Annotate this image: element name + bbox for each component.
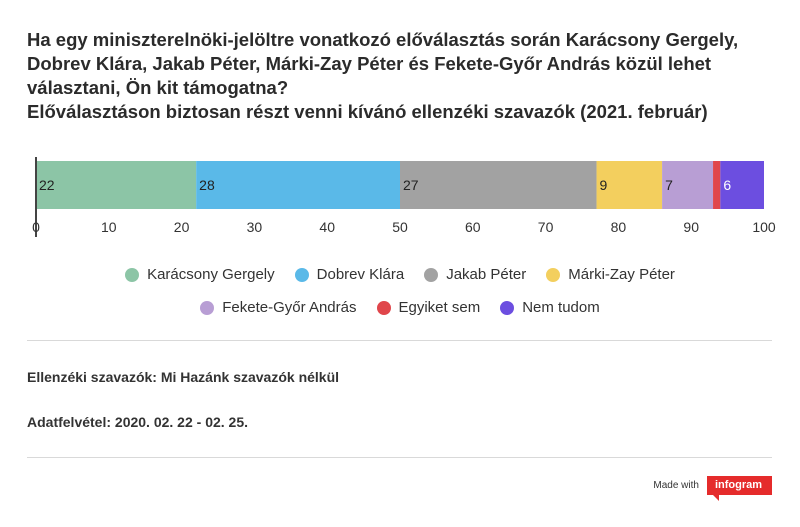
x-tick-label: 100 [752, 219, 776, 235]
x-tick-label: 20 [174, 219, 190, 235]
legend-item[interactable]: Nem tudom [500, 299, 600, 316]
x-tick-label: 80 [611, 219, 627, 235]
legend-label: Fekete-Győr András [222, 299, 357, 316]
divider [27, 340, 772, 341]
legend-dot-icon [546, 267, 561, 282]
bar-segment [400, 161, 597, 209]
title-line: Dobrev Klára, Jakab Péter, Márki-Zay Pét… [27, 53, 712, 74]
voters-note: Ellenzéki szavazók: Mi Hazánk szavazók n… [27, 369, 340, 385]
infogram-logo[interactable]: infogram [706, 476, 772, 501]
divider [27, 457, 772, 458]
stacked-bar-chart: 22 28 27 9 7 60 10 20 30 40 50 60 70 80 90 100 [32, 157, 776, 237]
x-tick-label: 40 [319, 219, 335, 235]
legend-dot-icon [376, 300, 391, 315]
title-line: választani, Ön kit támogatna? [27, 77, 289, 98]
legend-label: Egyiket sem [398, 299, 481, 316]
bar-segment [720, 161, 764, 209]
legend-dot-icon [500, 300, 515, 315]
bar-segment [196, 161, 400, 209]
legend-item[interactable]: Jakab Péter [424, 266, 526, 283]
legend-dot-icon [125, 267, 140, 282]
data-label: 27 [403, 177, 419, 193]
data-label: 7 [665, 177, 673, 193]
x-tick-label: 60 [465, 219, 481, 235]
data-label: 22 [39, 177, 55, 193]
data-label: 28 [199, 177, 215, 193]
title-line: Ha egy miniszterelnöki-jelöltre vonatkoz… [27, 29, 739, 50]
legend-dot-icon [294, 267, 309, 282]
x-tick-label: 50 [392, 219, 408, 235]
title-line: Előválasztáson biztosan részt venni kívá… [27, 101, 708, 122]
legend-dot-icon [424, 267, 439, 282]
x-tick-label: 90 [683, 219, 699, 235]
legend-row: Fekete-Győr András Egyiket sem Nem tudom [0, 291, 800, 324]
infogram-credit[interactable]: Made with infogram [653, 476, 772, 501]
bar-segment [596, 161, 663, 209]
legend-item[interactable]: Karácsony Gergely [125, 266, 275, 283]
data-label: 9 [600, 177, 608, 193]
legend-label: Márki-Zay Péter [568, 266, 675, 283]
bar-segment [662, 161, 714, 209]
x-tick-label: 10 [101, 219, 117, 235]
bar-segment [36, 161, 197, 209]
chart-legend: Karácsony Gergely Dobrev Klára Jakab Péter… [0, 258, 800, 324]
x-tick-label: 0 [32, 219, 40, 235]
legend-label: Jakab Péter [446, 266, 527, 283]
legend-label: Karácsony Gergely [147, 266, 275, 283]
x-tick-label: 70 [538, 219, 554, 235]
made-with-label: Made with [653, 480, 699, 491]
legend-item[interactable]: Egyiket sem [376, 299, 481, 316]
legend-item[interactable]: Dobrev Klára [294, 266, 405, 283]
legend-label: Nem tudom [522, 299, 600, 316]
legend-dot-icon [200, 300, 215, 315]
legend-label: Dobrev Klára [316, 266, 405, 283]
data-label: 6 [723, 177, 731, 193]
legend-item[interactable]: Márki-Zay Péter [546, 266, 675, 283]
fieldwork-note: Adatfelvétel: 2020. 02. 22 - 02. 25. [27, 414, 249, 430]
x-tick-label: 30 [247, 219, 263, 235]
legend-row: Karácsony Gergely Dobrev Klára Jakab Péter… [0, 258, 800, 291]
legend-item[interactable]: Fekete-Győr András [200, 299, 357, 316]
bar-segment [713, 161, 721, 209]
chart-title: Ha egy miniszterelnöki-jelöltre vonatkoz… [27, 28, 772, 124]
